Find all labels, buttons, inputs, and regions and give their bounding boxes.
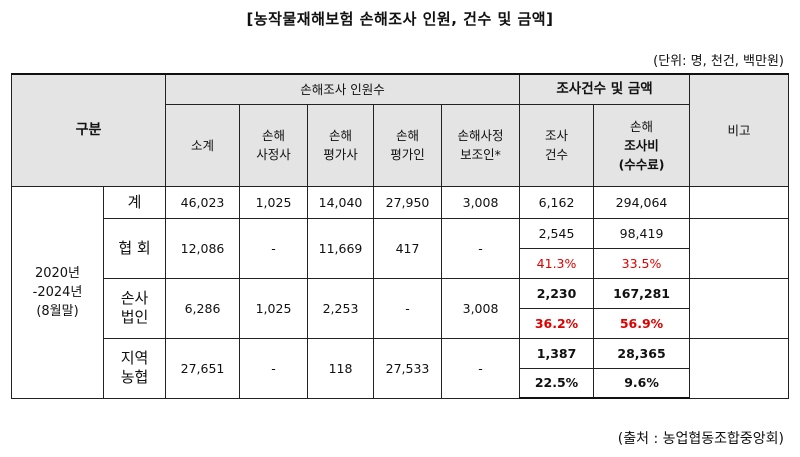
cell-appraiser: 11,669 bbox=[307, 217, 375, 279]
cell-cases-pct: 36.2% bbox=[519, 307, 595, 339]
cell-adjuster: 1,025 bbox=[239, 277, 309, 339]
header-adjuster: 손해 사정사 bbox=[239, 103, 309, 187]
table-row: 협 회 12,086 - 11,669 417 - 2,545 98,419 bbox=[12, 217, 790, 279]
cell-cases-pct: 22.5% bbox=[519, 367, 595, 399]
source-note: (출처 : 농업협동조합중앙회) bbox=[617, 431, 784, 447]
cell-assistant: 3,008 bbox=[441, 185, 521, 219]
cell-cases-pct: 41.3% bbox=[519, 247, 595, 279]
cell-assistant: - bbox=[441, 337, 521, 399]
cell-subtotal: 27,651 bbox=[165, 337, 241, 399]
cell-subtotal: 46,023 bbox=[165, 185, 241, 219]
table-row: 2020년 -2024년 (8월말) 계 46,023 1,025 14,040 2… bbox=[11, 185, 790, 399]
cell-appraiser: 2,253 bbox=[307, 277, 375, 339]
cell-remarks bbox=[689, 277, 790, 339]
table-row: 36.2% 56.9% bbox=[12, 307, 789, 339]
table-row: 지역 농협 27,651 - 118 27,533 - 1,387 28,365 bbox=[12, 337, 790, 399]
cell-cases: 2,230 bbox=[519, 277, 595, 309]
header-assessor: 손해 평가인 bbox=[373, 103, 443, 187]
cell-fee: 167,281 bbox=[593, 277, 691, 309]
cell-assessor: 27,533 bbox=[373, 337, 443, 399]
data-table: 구분 손해조사 인원수 조사건수 및 금액 비고 소계 손해 사정사 손해 평가사 … bbox=[10, 73, 790, 399]
cell-adjuster: - bbox=[239, 337, 309, 399]
cell-cases: 1,387 bbox=[519, 337, 595, 369]
cell-cases: 2,545 bbox=[519, 217, 595, 249]
header-gubun: 구분 bbox=[10, 73, 167, 187]
table-row: 22.5% 9.6% bbox=[12, 367, 789, 399]
cell-fee-pct: 9.6% bbox=[593, 367, 691, 399]
header-fee: 손해 조사비 (수수료) bbox=[593, 103, 691, 187]
row-label-total: 계 bbox=[102, 185, 167, 219]
table-row: 41.3% 33.5% bbox=[12, 247, 789, 279]
table-row: 손사 법인 6,286 1,025 2,253 - 3,008 2,230 167… bbox=[12, 277, 790, 339]
table-title: [농작물재해보험 손해조사 인원, 건수 및 금액] bbox=[246, 10, 554, 28]
cell-fee-pct: 56.9% bbox=[593, 307, 691, 339]
cell-adjuster: 1,025 bbox=[239, 185, 309, 219]
cell-fee: 28,365 bbox=[593, 337, 691, 369]
cell-remarks bbox=[689, 337, 790, 399]
cell-assessor: - bbox=[373, 277, 443, 339]
header-group-cases: 조사건수 및 금액 bbox=[519, 73, 691, 105]
cell-remarks bbox=[689, 217, 790, 279]
cell-appraiser: 118 bbox=[307, 337, 375, 399]
cell-subtotal: 12,086 bbox=[165, 217, 241, 279]
row-label-corporation: 손사 법인 bbox=[102, 277, 167, 339]
header-remarks: 비고 bbox=[689, 73, 790, 187]
header-appraiser: 손해 평가사 bbox=[307, 103, 375, 187]
cell-subtotal: 6,286 bbox=[165, 277, 241, 339]
period-label: 2020년 -2024년 (8월말) bbox=[11, 185, 104, 399]
row-label-association: 협 회 bbox=[102, 217, 167, 279]
cell-remarks bbox=[689, 185, 790, 219]
cell-appraiser: 14,040 bbox=[307, 185, 375, 219]
header-group-personnel: 손해조사 인원수 bbox=[165, 73, 521, 105]
cell-assessor: 27,950 bbox=[373, 185, 443, 219]
cell-fee: 98,419 bbox=[593, 217, 691, 249]
unit-note: (단위: 명, 천건, 백만원) bbox=[653, 54, 784, 69]
header-subtotal: 소계 bbox=[165, 103, 241, 187]
cell-assistant: - bbox=[441, 217, 521, 279]
header-cases: 조사 건수 bbox=[519, 103, 595, 187]
header-assistant: 손해사정 보조인* bbox=[441, 103, 521, 187]
row-label-local-coop: 지역 농협 bbox=[102, 337, 167, 399]
cell-fee-pct: 33.5% bbox=[593, 247, 691, 279]
cell-assessor: 417 bbox=[373, 217, 443, 279]
cell-assistant: 3,008 bbox=[441, 277, 521, 339]
cell-adjuster: - bbox=[239, 217, 309, 279]
cell-cases: 6,162 bbox=[519, 185, 595, 219]
cell-fee: 294,064 bbox=[593, 185, 691, 219]
